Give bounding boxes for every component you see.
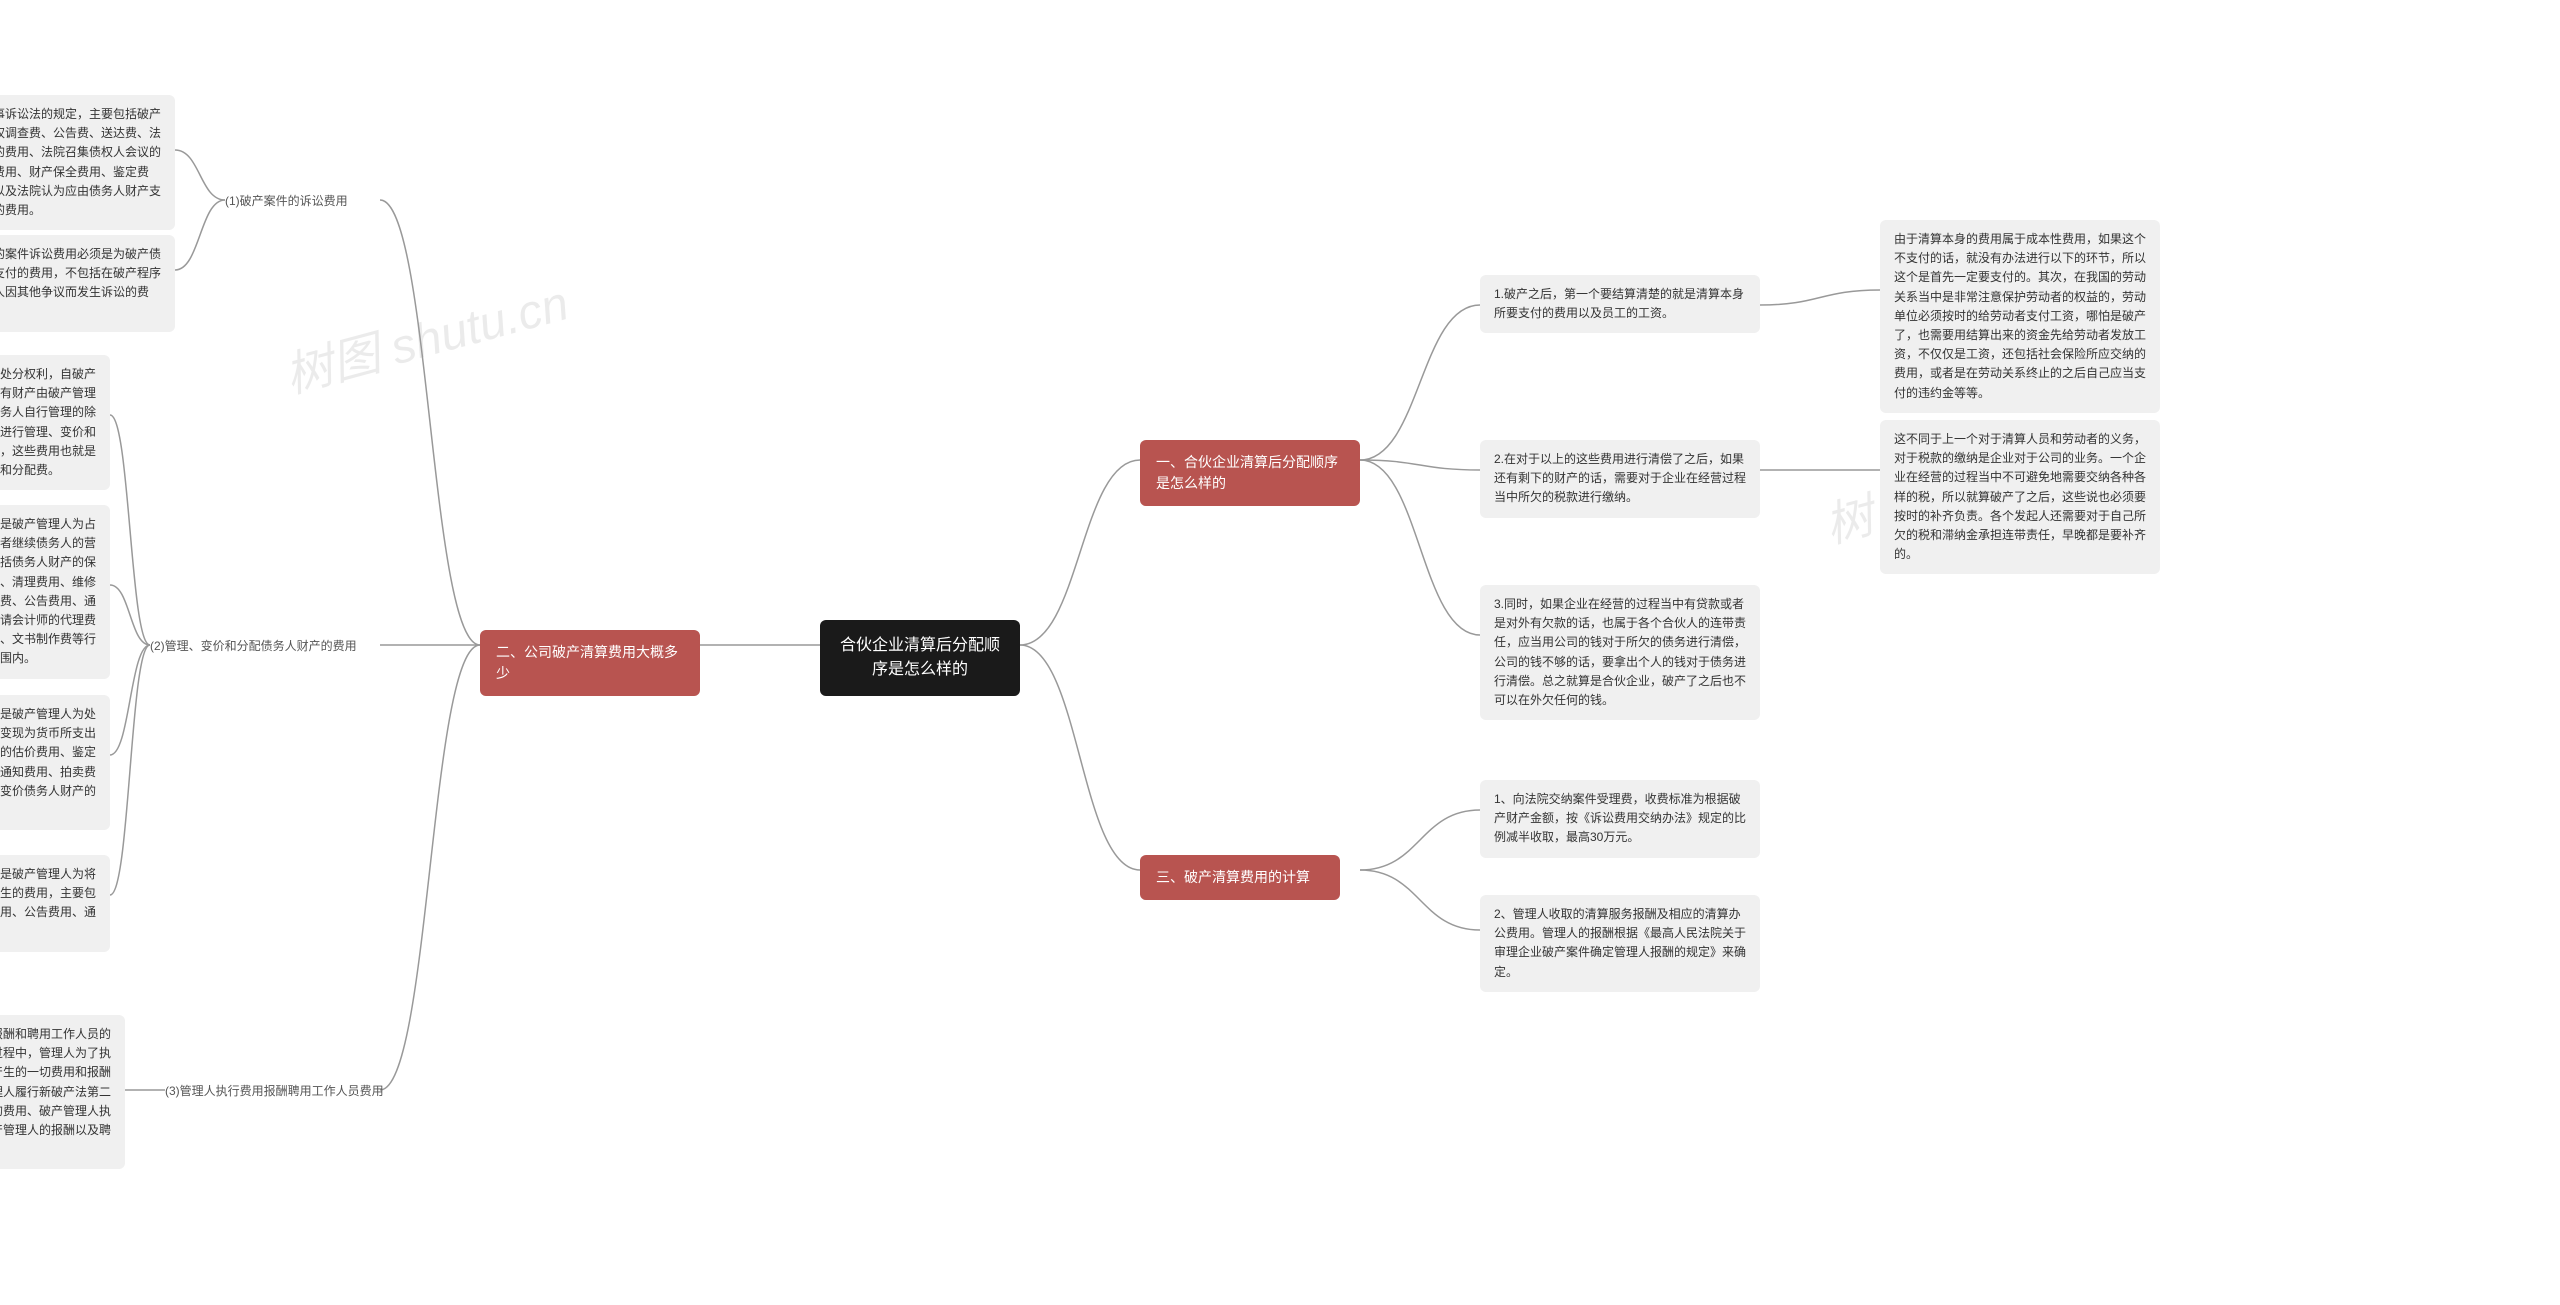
leaf-l3a[interactable]: 管理人执行职务的费用、报酬和聘用工作人员的费用，指在破产案件进行过程中，管理人为… [0,1015,125,1169]
leaf-l1a[interactable]: 这一费用按照民事诉讼法的规定，主要包括破产案件受理费、职权调查费、公告费、送达费… [0,95,175,230]
label-l3[interactable]: (3)管理人执行费用报酬聘用工作人员费用 [165,1082,384,1099]
leaf-r1b-label[interactable]: 2.在对于以上的这些费用进行清偿了之后，如果还有剩下的财产的话，需要对于企业在经… [1480,440,1760,518]
leaf-r2a[interactable]: 1、向法院交纳案件受理费，收费标准为根据破产财产金额，按《诉讼费用交纳办法》规定… [1480,780,1760,858]
leaf-l2c[interactable]: 第二，债务人财产的变价费，是破产管理人为处理非金钱的债务人财产而将其变现为货币所… [0,695,110,830]
leaf-l2b[interactable]: 第一，债务人财产的管理费，是破产管理人为占有、清理和保管债务人财产或者继续债务人… [0,505,110,679]
leaf-r1b-detail[interactable]: 这不同于上一个对于清算人员和劳动者的义务，对于税款的缴纳是企业对于公司的业务。一… [1880,420,2160,574]
leaf-l2d[interactable]: 第三，债务人财产的分配费，是破产管理人为将债务人财产分配给债权人所发生的费用，主… [0,855,110,952]
leaf-l2a[interactable]: 债务人对债务人财产的管理和处分权利，自破产案件受理后而丧失，债务人所有财产由破产… [0,355,110,490]
leaf-r1a-detail[interactable]: 由于清算本身的费用属于成本性费用，如果这个不支付的话，就没有办法进行以下的环节，… [1880,220,2160,413]
leaf-l1b[interactable]: 破产费用所包括的案件诉讼费用必须是为破产债权人共同利益而支付的费用，不包括在破产… [0,235,175,332]
leaf-r1a-label[interactable]: 1.破产之后，第一个要结算清楚的就是清算本身所要支付的费用以及员工的工资。 [1480,275,1760,333]
label-l1[interactable]: (1)破产案件的诉讼费用 [225,192,348,209]
branch-left-1[interactable]: 二、公司破产清算费用大概多少 [480,630,700,696]
leaf-r2b[interactable]: 2、管理人收取的清算服务报酬及相应的清算办公费用。管理人的报酬根据《最高人民法院… [1480,895,1760,992]
center-node[interactable]: 合伙企业清算后分配顺序是怎么样的 [820,620,1020,696]
branch-right-1[interactable]: 一、合伙企业清算后分配顺序是怎么样的 [1140,440,1360,506]
connector-lines [0,0,2560,1305]
label-l2[interactable]: (2)管理、变价和分配债务人财产的费用 [150,637,357,654]
leaf-r1c[interactable]: 3.同时，如果企业在经营的过程当中有贷款或者是对外有欠款的话，也属于各个合伙人的… [1480,585,1760,720]
watermark-1: 树图 shutu.cn [276,264,575,407]
branch-right-2[interactable]: 三、破产清算费用的计算 [1140,855,1340,900]
